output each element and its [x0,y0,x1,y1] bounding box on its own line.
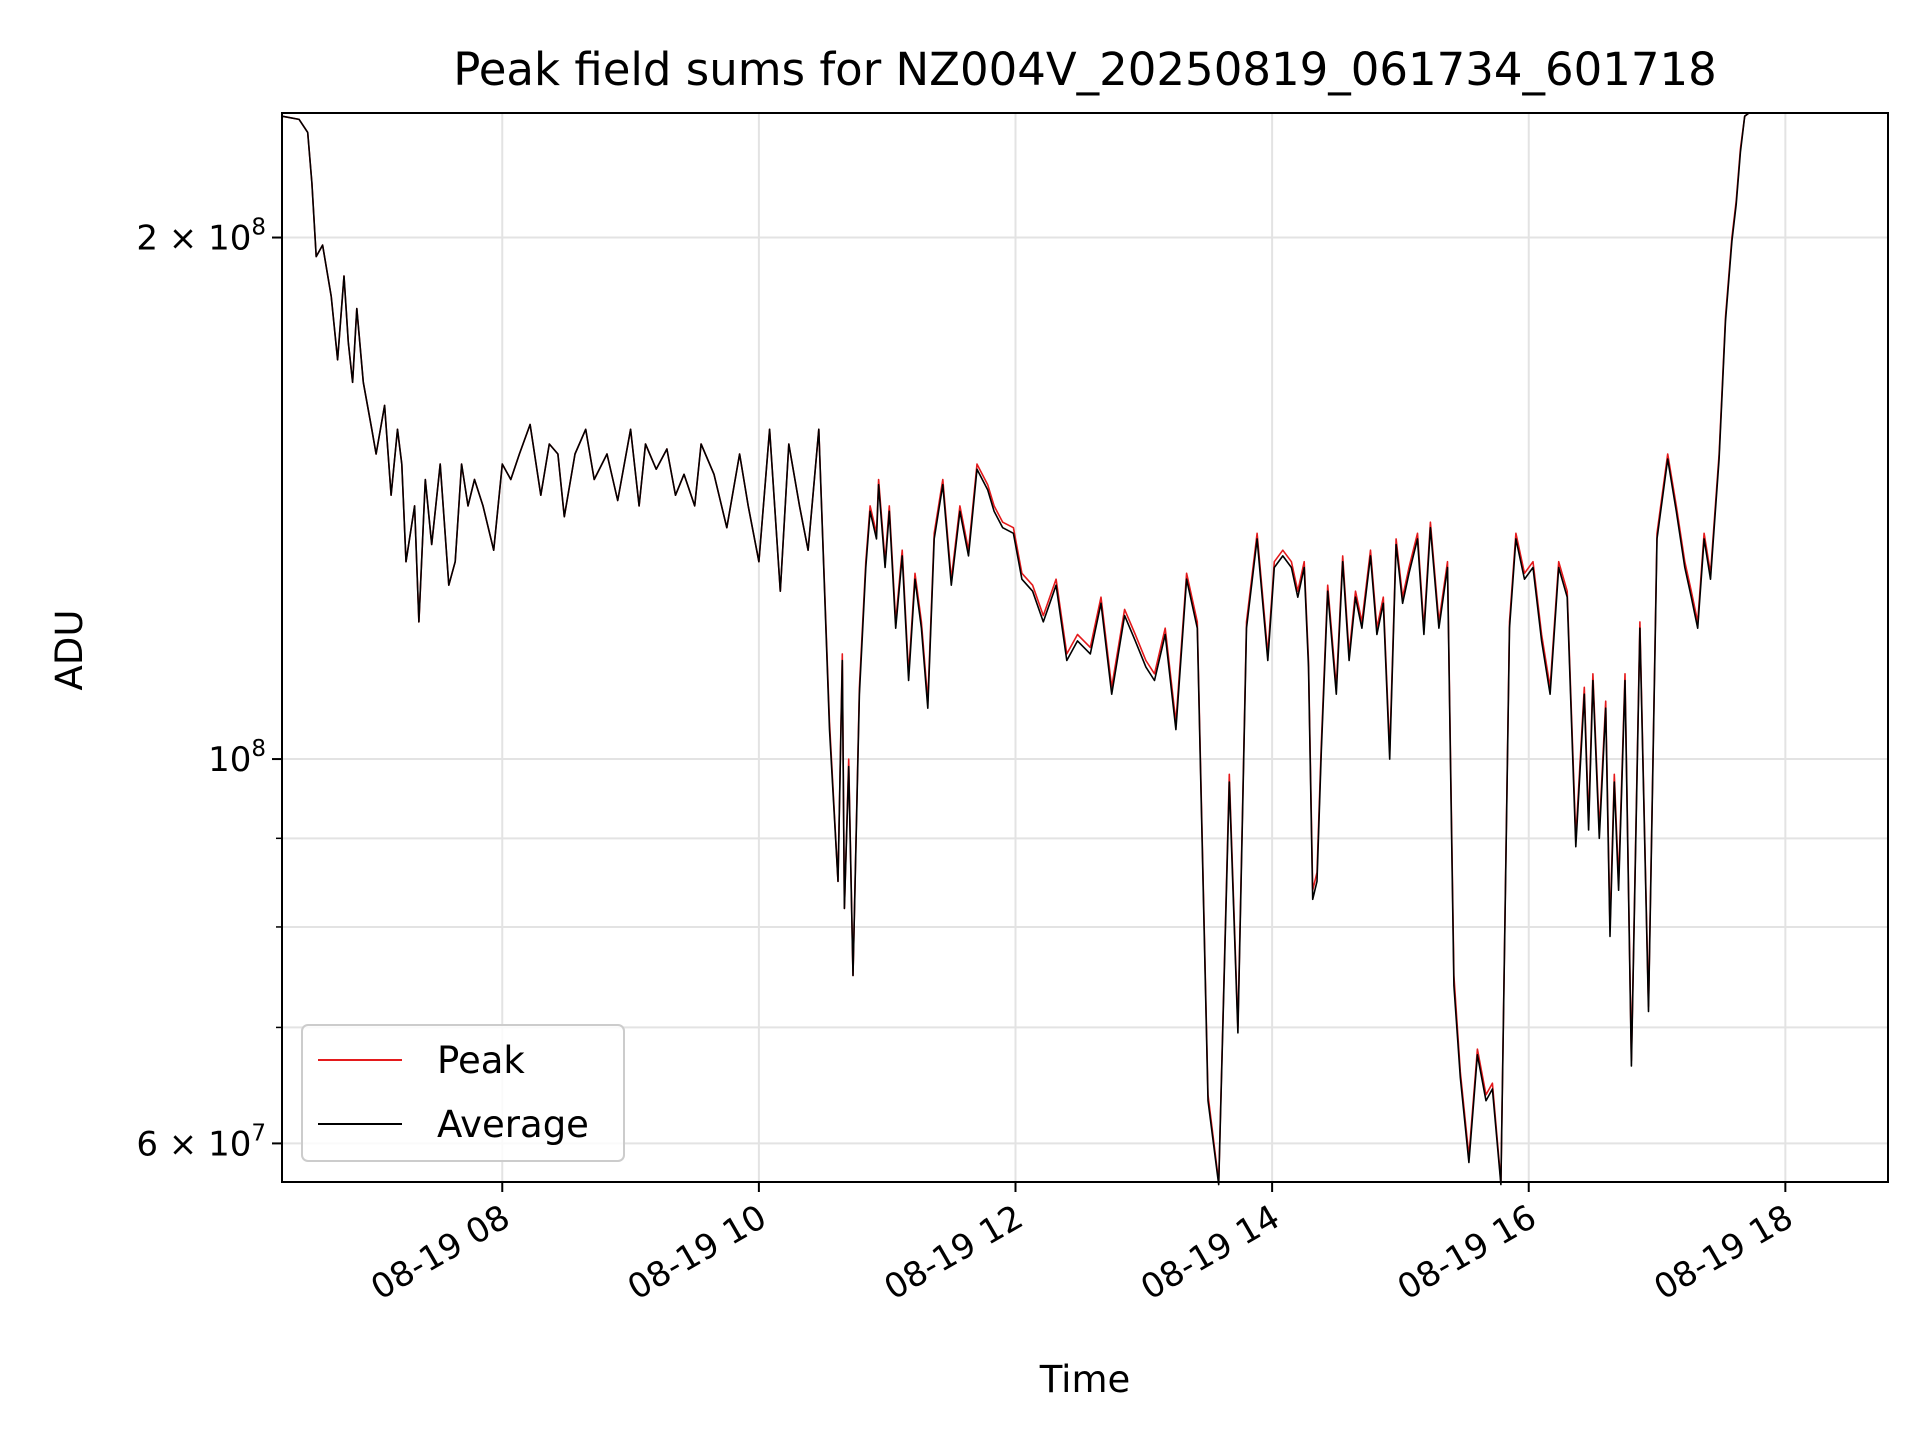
x-axis-label: Time [1039,1358,1131,1401]
series-line-average [281,112,1750,1186]
legend: Peak Average [301,1024,625,1162]
y-tick-label-2: 2 × 108 [136,215,266,259]
y-axis-label: ADU [48,610,91,691]
plot-frame [281,112,1889,1183]
series-lines [281,112,1750,1186]
y-axis-ticks: 6 × 107 108 2 × 108 [136,215,282,1164]
chart-title: Peak field sums for NZ004V_20250819_0617… [453,43,1717,96]
legend-label-average: Average [437,1103,589,1146]
legend-label-peak: Peak [437,1039,525,1082]
y-tick-label-0: 6 × 107 [136,1120,266,1164]
y-tick-label-1: 108 [208,736,266,780]
